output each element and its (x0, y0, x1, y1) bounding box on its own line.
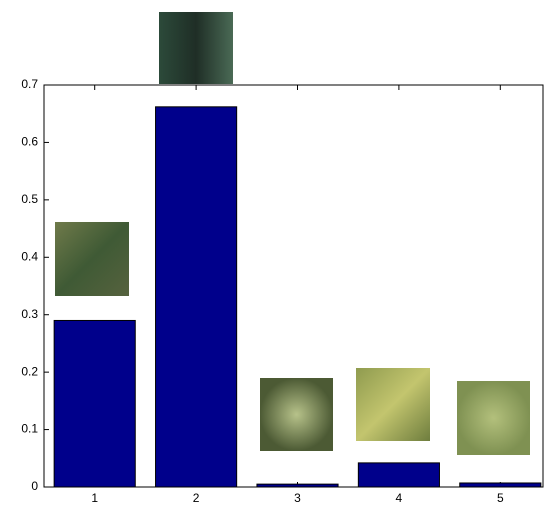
bar (357, 462, 440, 488)
y-tick-label: 0.6 (21, 135, 38, 149)
thumbnail (457, 381, 530, 455)
thumbnail (159, 12, 233, 84)
y-tick-label: 0.2 (21, 364, 38, 378)
y-tick-label: 0.3 (21, 307, 38, 321)
bar (155, 106, 238, 488)
thumbnail (356, 368, 430, 441)
x-tick-label: 4 (396, 491, 403, 505)
y-tick-label: 0.7 (21, 77, 38, 91)
x-tick-label: 3 (294, 491, 301, 505)
y-tick-label: 0 (31, 479, 38, 493)
x-tick-label: 1 (91, 491, 98, 505)
thumbnail (260, 378, 333, 451)
bar (459, 482, 542, 488)
y-tick-label: 0.5 (21, 192, 38, 206)
thumbnails (55, 12, 530, 455)
bar (53, 319, 136, 488)
y-tick-label: 0.1 (21, 422, 38, 436)
y-tick-label: 0.4 (21, 249, 38, 263)
thumbnail (55, 222, 129, 296)
x-tick-label: 5 (497, 491, 504, 505)
x-tick-label: 2 (193, 491, 200, 505)
bar (256, 483, 339, 488)
